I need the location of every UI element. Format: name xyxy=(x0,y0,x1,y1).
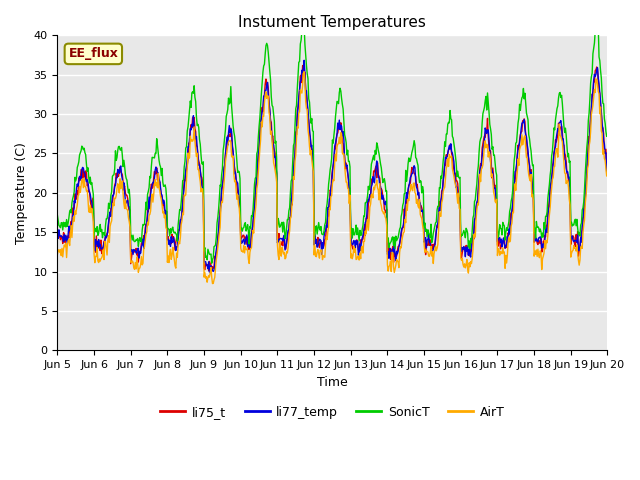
SonicT xyxy=(208,260,216,266)
SonicT xyxy=(205,249,212,254)
Legend: li75_t, li77_temp, SonicT, AirT: li75_t, li77_temp, SonicT, AirT xyxy=(156,401,509,424)
SonicT xyxy=(603,133,611,139)
li77_temp xyxy=(417,200,424,206)
Line: SonicT: SonicT xyxy=(58,26,607,263)
SonicT xyxy=(401,191,408,197)
li75_t xyxy=(120,185,128,191)
AirT xyxy=(176,241,184,247)
SonicT xyxy=(417,178,424,183)
AirT xyxy=(300,69,308,74)
Y-axis label: Temperature (C): Temperature (C) xyxy=(15,142,28,244)
AirT xyxy=(401,229,408,235)
li75_t xyxy=(603,163,611,168)
li75_t xyxy=(208,268,216,274)
AirT xyxy=(63,242,71,248)
X-axis label: Time: Time xyxy=(317,376,348,389)
li77_temp xyxy=(176,225,184,231)
Title: Instument Temperatures: Instument Temperatures xyxy=(239,15,426,30)
SonicT xyxy=(176,207,184,213)
li77_temp xyxy=(401,215,408,220)
li77_temp xyxy=(63,240,71,246)
li77_temp xyxy=(205,259,212,265)
AirT xyxy=(417,212,424,217)
SonicT xyxy=(300,23,308,29)
li75_t xyxy=(417,202,424,208)
AirT xyxy=(603,173,611,179)
li77_temp xyxy=(54,233,61,239)
Text: EE_flux: EE_flux xyxy=(68,48,118,60)
li77_temp xyxy=(205,269,213,275)
Line: li75_t: li75_t xyxy=(58,65,607,271)
Line: li77_temp: li77_temp xyxy=(58,60,607,272)
AirT xyxy=(205,273,212,278)
SonicT xyxy=(120,157,128,163)
Line: AirT: AirT xyxy=(58,72,607,284)
SonicT xyxy=(63,223,71,229)
li77_temp xyxy=(603,169,611,175)
li77_temp xyxy=(300,58,308,63)
li75_t xyxy=(63,235,71,240)
li75_t xyxy=(401,206,408,212)
li75_t xyxy=(299,62,307,68)
li77_temp xyxy=(120,180,128,186)
SonicT xyxy=(54,213,61,218)
li75_t xyxy=(54,227,61,233)
AirT xyxy=(120,201,128,206)
AirT xyxy=(54,252,61,257)
AirT xyxy=(209,281,216,287)
li75_t xyxy=(205,267,212,273)
li75_t xyxy=(176,228,184,233)
